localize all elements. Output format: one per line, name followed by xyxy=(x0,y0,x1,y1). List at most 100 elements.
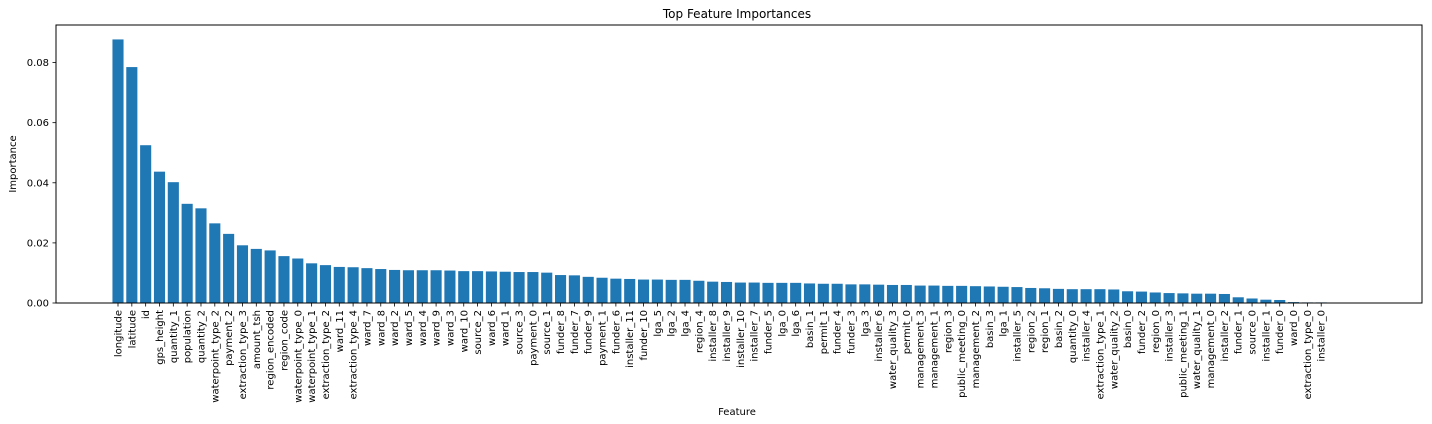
bar-funder-10 xyxy=(637,279,650,303)
plot-frame xyxy=(55,24,1423,304)
bar-installer-10 xyxy=(734,282,746,303)
x-tick-label: funder_4 xyxy=(833,310,844,354)
bar-funder-6 xyxy=(610,278,622,303)
x-tick-label: region_3 xyxy=(943,310,954,353)
y-tick-label: 0.06 xyxy=(27,118,49,129)
bar-water-quality-1 xyxy=(1191,293,1203,303)
x-tick-label: installer_2 xyxy=(1220,310,1231,362)
y-tick-label: 0.04 xyxy=(27,178,49,189)
bar-management-2 xyxy=(969,286,982,303)
x-tick-label: source_1 xyxy=(542,310,553,355)
x-tick-label: ward_10 xyxy=(459,310,470,352)
bar-funder-5 xyxy=(762,282,774,303)
bar-public-meeting-0 xyxy=(956,285,968,303)
bar-basin-2 xyxy=(1052,288,1064,303)
x-tick-label: waterpoint_type_0 xyxy=(293,310,304,403)
bar-funder-3 xyxy=(845,284,857,303)
x-tick-label: ward_6 xyxy=(487,310,498,346)
x-tick-label: installer_4 xyxy=(1082,310,1093,362)
bar-payment-1 xyxy=(596,277,608,303)
x-tick-label: management_3 xyxy=(916,310,927,388)
x-tick-label: payment_2 xyxy=(224,310,235,366)
x-tick-label: basin_1 xyxy=(805,310,816,348)
x-tick-label: basin_3 xyxy=(985,310,996,348)
bar-basin-1 xyxy=(803,283,816,303)
x-tick-label: public_meeting_0 xyxy=(957,310,968,398)
bar-extraction-type-4 xyxy=(347,267,359,303)
bar-installer-2 xyxy=(1218,293,1230,303)
bar-source-3 xyxy=(513,272,525,303)
x-tick-label: extraction_type_4 xyxy=(349,310,360,399)
bar-extraction-type-3 xyxy=(236,245,249,303)
y-tick-label: 0.00 xyxy=(27,299,49,310)
x-tick-label: latitude xyxy=(127,310,138,348)
x-tick-label: lga_0 xyxy=(777,310,788,337)
bar-management-0 xyxy=(1205,293,1217,303)
x-tick-label: public_meeting_1 xyxy=(1178,310,1189,398)
bar-ward-6 xyxy=(485,271,497,303)
bar-region-2 xyxy=(1025,287,1037,303)
bar-funder-7 xyxy=(568,275,580,303)
bar-waterpoint-type-1 xyxy=(306,263,318,303)
bar-source-0 xyxy=(1246,298,1258,303)
bar-lga-4 xyxy=(679,279,691,303)
x-tick-label: region_0 xyxy=(1151,310,1162,353)
x-tick-label: water_quality_1 xyxy=(1192,310,1203,389)
bar-lga-2 xyxy=(665,279,677,303)
x-tick-label: funder_0 xyxy=(1275,310,1286,354)
x-tick-label: extraction_type_1 xyxy=(1095,310,1106,399)
bar-management-3 xyxy=(914,285,926,303)
bar-lga-5 xyxy=(651,279,663,303)
bar-ward-11 xyxy=(333,266,345,303)
bar-region-1 xyxy=(1039,288,1051,303)
x-tick-label: funder_2 xyxy=(1137,310,1148,354)
bar-extraction-type-2 xyxy=(319,265,331,303)
x-tick-label: ward_9 xyxy=(432,310,443,346)
x-tick-label: region_2 xyxy=(1026,310,1037,353)
x-tick-label: quantity_2 xyxy=(196,310,207,363)
x-tick-label: installer_7 xyxy=(750,310,761,362)
x-tick-label: population xyxy=(183,310,194,363)
bar-funder-4 xyxy=(831,283,843,303)
bar-basin-0 xyxy=(1122,291,1134,303)
bar-region-4 xyxy=(693,280,705,303)
bar-lga-3 xyxy=(859,284,871,303)
x-tick-label: installer_11 xyxy=(625,310,636,368)
bar-region-encoded xyxy=(264,250,276,303)
bars-group xyxy=(112,39,1327,304)
x-tick-label: management_0 xyxy=(1206,310,1217,388)
x-tick-label: waterpoint_type_1 xyxy=(307,310,318,403)
bar-gps-height xyxy=(153,171,166,303)
bar-source-2 xyxy=(472,271,484,303)
chart-title: Top Feature Importances xyxy=(662,7,811,21)
bar-waterpoint-type-2 xyxy=(209,223,221,303)
x-tick-label: management_1 xyxy=(929,310,940,388)
bar-ward-2 xyxy=(389,269,401,303)
x-tick-label: permit_1 xyxy=(819,310,830,354)
bar-funder-0 xyxy=(1274,299,1286,303)
bar-waterpoint-type-0 xyxy=(292,258,304,303)
x-tick-label: id xyxy=(141,310,152,319)
x-tick-label: gps_height xyxy=(155,310,166,365)
bar-ward-3 xyxy=(444,270,456,303)
x-tick-label: management_2 xyxy=(971,310,982,388)
bar-ward-1 xyxy=(499,271,511,303)
x-tick-label: installer_6 xyxy=(874,310,885,362)
y-axis-label: Importance xyxy=(8,135,19,192)
x-tick-label: ward_8 xyxy=(376,310,387,346)
x-tick-label: ward_2 xyxy=(390,310,401,346)
bar-funder-9 xyxy=(582,276,594,303)
x-tick-label: lga_6 xyxy=(791,310,802,337)
x-tick-label: lga_2 xyxy=(667,310,678,337)
x-tick-label: ward_1 xyxy=(501,310,512,346)
x-tick-label: waterpoint_type_2 xyxy=(210,310,221,403)
x-tick-label: installer_3 xyxy=(1165,310,1176,362)
bar-region-code xyxy=(278,256,290,303)
x-tick-label: lga_1 xyxy=(999,310,1010,337)
x-tick-label: lga_3 xyxy=(860,310,871,337)
bar-latitude xyxy=(126,67,138,303)
x-tick-label: water_quality_3 xyxy=(888,310,899,389)
bar-funder-8 xyxy=(555,275,567,303)
